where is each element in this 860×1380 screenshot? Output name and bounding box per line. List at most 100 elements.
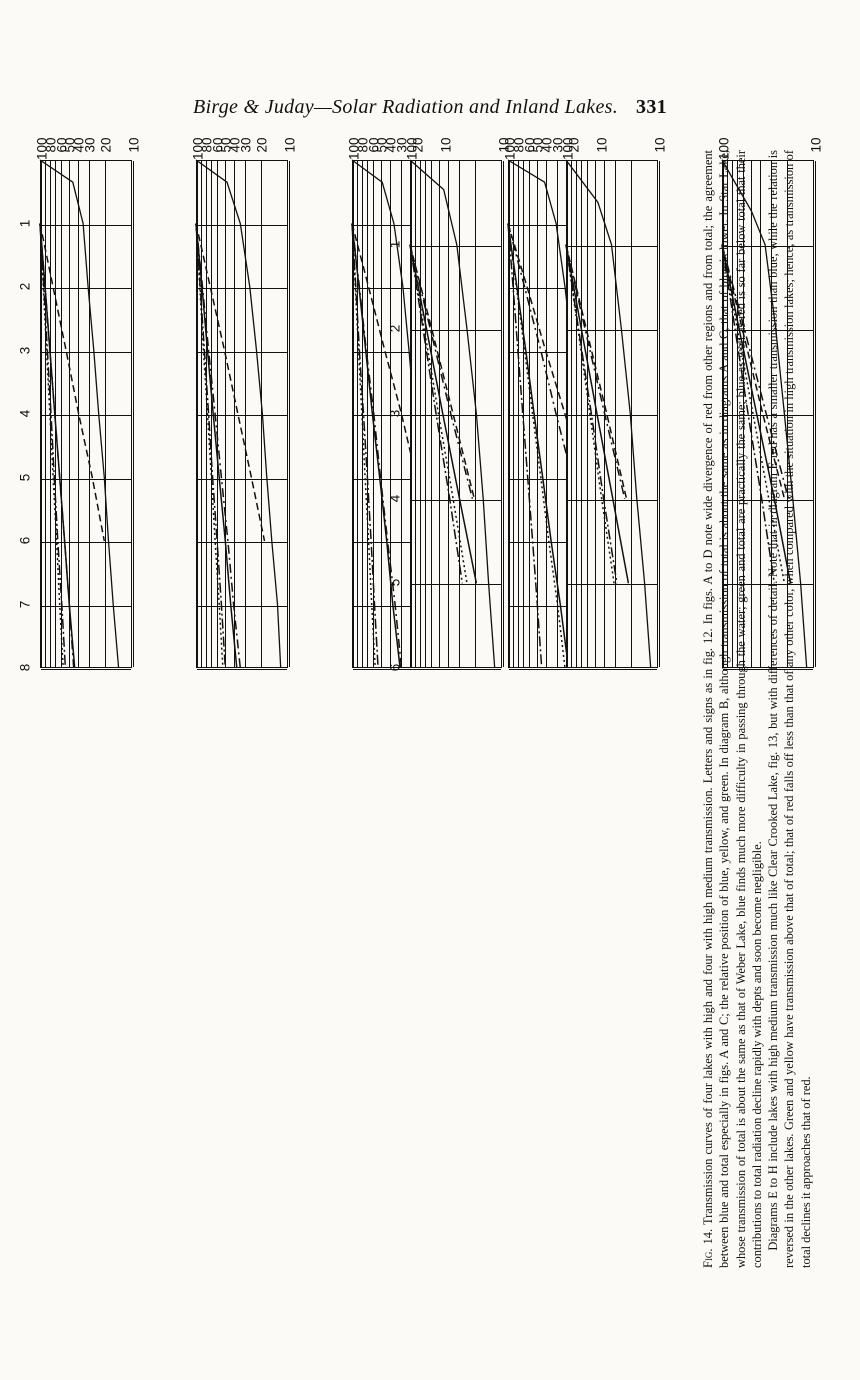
gridline-percent [631,161,633,667]
gridline-meters [567,330,657,332]
curve-y [351,223,379,669]
gridline-percent [750,161,752,667]
chart-panel-g [721,159,816,670]
curve-m [39,159,120,669]
gridline-meters [197,605,287,607]
gridline-meters [509,605,599,607]
gridline-percent [723,161,724,667]
gridline-meters [353,415,443,416]
gridline-percent [245,161,247,667]
gridline-meters [353,605,443,607]
gridline-meters [41,605,131,607]
chart-panel-e [409,159,504,670]
curve-r [565,244,628,499]
curve-r [351,223,418,478]
gridline-percent [529,161,531,667]
curve-t [565,244,630,584]
gridline-meters [723,330,813,332]
chart-panel-a [39,159,134,670]
curve-r [195,223,266,542]
x-tick-label: 8 [17,663,33,672]
x-tick-label: 3 [17,346,33,354]
gridline-percent [545,161,547,667]
gridline-percent [431,161,433,667]
gridline-percent [197,161,198,667]
gridline-meters [509,288,599,289]
gridline-percent [815,161,816,667]
gridline-percent [380,161,382,667]
gridline-percent [411,161,412,667]
gridline-meters [723,415,813,416]
curve-g [721,244,786,584]
plot-area [722,160,816,670]
gridline-percent [743,161,745,667]
x-tick-label: 2 [387,325,403,333]
gridline-percent [77,161,79,667]
curve-g [351,223,376,669]
gridline-percent [217,161,219,667]
curve-m [721,159,808,669]
running-head-title: Birge & Juday—Solar Radiation and Inland… [193,96,619,118]
curve-b [565,244,626,499]
gridline-percent [233,161,235,667]
x-tick-label: 3 [387,409,403,418]
x-tick-label: 6 [17,536,33,545]
curve-b [721,244,790,499]
curve-b [409,244,474,499]
caption-paragraph-1: Transmission curves of four lakes with h… [701,150,764,1268]
gridline-percent [224,161,226,667]
gridline-meters [509,415,599,416]
gridline-meters [509,224,599,226]
gridline-meters [41,415,131,416]
x-tick-label: 2 [17,282,33,291]
chart-panel-b [195,159,290,670]
gridline-percent [353,161,354,667]
gridline-meters [353,542,443,543]
curve-t [507,223,570,669]
gridline-percent [415,161,417,667]
gridline-meters [723,669,813,670]
gridline-meters [41,288,131,289]
curve-y [721,244,776,584]
gridline-meters [411,245,501,247]
curve-g [565,244,615,584]
gridline-percent [523,161,525,667]
gridline-percent [357,161,359,667]
gridline-percent [45,161,47,667]
curve-m [195,159,282,669]
gridline-percent [571,161,573,667]
gridline-percent [594,161,596,667]
gridline-percent [509,161,510,667]
gridline-meters [353,478,443,480]
x-tick-label: 7 [17,600,33,608]
gridline-percent [567,161,568,667]
gridline-percent [89,161,91,667]
gridline-meters [411,330,501,332]
gridline-percent [389,161,391,667]
x-tick-label: 4 [387,494,403,502]
chart-panel-f [565,159,660,670]
curve-b [195,223,242,669]
curve-b [351,223,403,669]
gridline-percent [425,161,427,667]
curve-y [565,244,618,584]
gridline-meters [353,288,443,289]
gridline-percent [419,161,421,667]
gridline-meters [411,415,501,416]
gridline-meters [41,669,131,670]
gridline-percent [459,161,461,667]
gridline-percent [727,161,729,667]
curve-t [721,244,792,584]
running-head: Birge & Juday—Solar Radiation and Inland… [0,96,860,119]
gridline-percent [447,161,449,667]
curve-r [39,223,106,542]
gridline-meters [197,478,287,480]
gridline-meters [567,499,657,501]
gridline-percent [68,161,70,667]
gridline-meters [197,542,287,543]
gridline-meters [41,351,131,353]
gridline-percent [536,161,538,667]
figure-caption: Fig. 14. Transmission curves of four lak… [700,150,850,1268]
curve-t [195,223,238,669]
